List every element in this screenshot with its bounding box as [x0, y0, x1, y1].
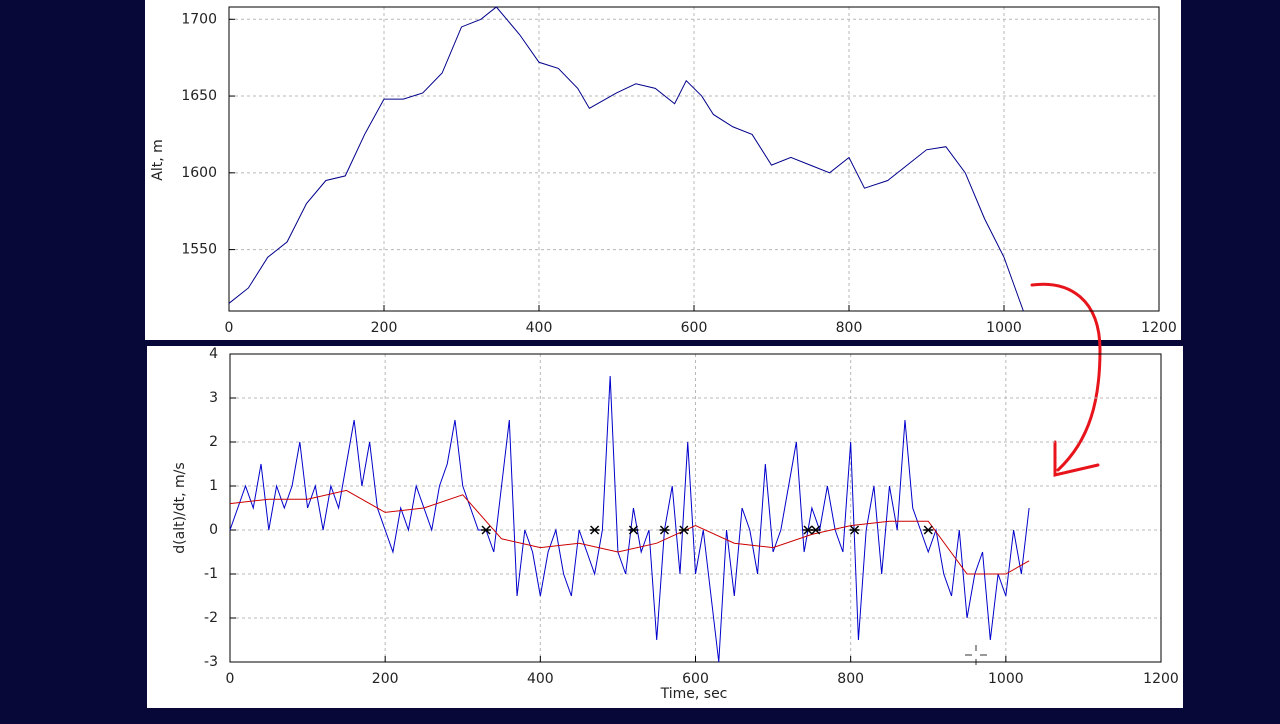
top-panel [145, 0, 1181, 340]
y-tick-label: 1600 [181, 165, 217, 181]
plot-frame [228, 6, 1160, 312]
data-line [228, 6, 1024, 312]
x-tick-label: 200 [371, 320, 398, 336]
marker [849, 525, 860, 535]
x-tick-label: 800 [836, 320, 863, 336]
y-tick-label: 1650 [181, 88, 217, 104]
x-tick-label: 1000 [986, 320, 1022, 336]
x-tick-label: 200 [372, 671, 399, 687]
y-tick-label: 1 [209, 478, 218, 494]
y-tick-label: -3 [204, 654, 218, 670]
x-tick-label: 0 [225, 320, 234, 336]
data-line [229, 489, 1030, 575]
x-axis-label: Time, sec [660, 686, 728, 702]
data-line [229, 375, 1030, 663]
x-tick-label: 800 [837, 671, 864, 687]
y-tick-label: 2 [209, 434, 218, 450]
marker [678, 525, 689, 535]
x-tick-label: 1000 [988, 671, 1024, 687]
y-axis-label: Alt, m [150, 139, 166, 181]
marker [628, 525, 639, 535]
y-tick-label: 0 [209, 522, 218, 538]
y-axis-label: d(alt)/dt, m/s [172, 462, 188, 553]
arrow-annotation [1030, 282, 1102, 477]
marker [810, 525, 821, 535]
x-tick-label: 1200 [1141, 320, 1177, 336]
y-tick-label: 1700 [181, 11, 217, 27]
x-tick-label: 600 [681, 320, 708, 336]
y-tick-label: -2 [204, 610, 218, 626]
plot-frame [229, 353, 1162, 663]
x-tick-label: 0 [226, 671, 235, 687]
marker [589, 525, 600, 535]
x-tick-label: 600 [682, 671, 709, 687]
y-tick-label: -1 [204, 566, 218, 582]
x-tick-label: 400 [527, 671, 554, 687]
y-tick-label: 1550 [181, 242, 217, 258]
x-tick-label: 400 [526, 320, 553, 336]
marker [659, 525, 670, 535]
x-tick-label: 1200 [1143, 671, 1179, 687]
y-tick-label: 3 [209, 390, 218, 406]
marker [481, 525, 492, 535]
y-tick-label: 4 [209, 346, 218, 362]
marker [923, 525, 934, 535]
